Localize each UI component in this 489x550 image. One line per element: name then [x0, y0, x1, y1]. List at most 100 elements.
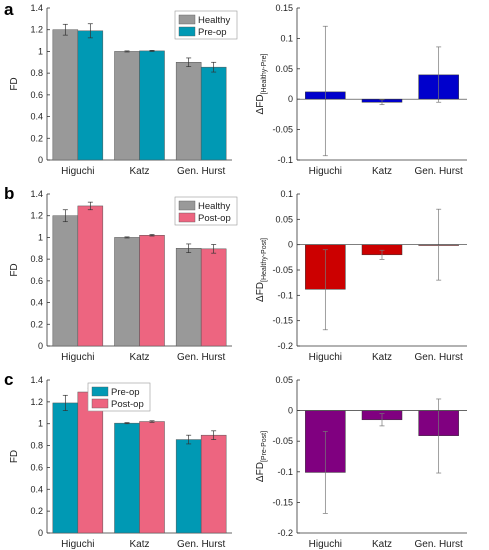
x-tick-label: Katz [372, 352, 392, 363]
y-tick-label: 1 [38, 46, 43, 56]
y-tick-label: 0.1 [280, 189, 293, 199]
y-axis-label-main: ΔFD [255, 282, 266, 302]
bar-preop-genhurst [200, 66, 227, 161]
y-tick-label: -0.15 [272, 497, 293, 507]
y-axis-label-subscript: [Healthy-Post] [261, 238, 268, 282]
y-axis-label-main: ΔFD [255, 462, 266, 482]
bar-postop-katz [139, 421, 165, 534]
bar-healthy-katz [114, 51, 140, 161]
bar-postop-genhurst [200, 434, 227, 534]
bar-postop-genhurst [200, 248, 227, 347]
bar-preop-higuchi [52, 402, 79, 534]
y-tick-label: 0.2 [30, 506, 43, 516]
x-tick-label: Katz [129, 539, 149, 550]
y-axis-label: FD [9, 450, 20, 463]
y-tick-label: 0 [38, 341, 43, 351]
y-tick-label: -0.2 [277, 341, 293, 351]
bar-healthy-katz [114, 237, 140, 347]
y-tick-label: 1.2 [30, 211, 43, 221]
legend-label: Post-op [111, 399, 144, 410]
x-tick-label: Higuchi [309, 539, 342, 550]
bar-healthy-higuchi [52, 215, 79, 347]
y-axis-label: ΔFD[Healthy-Post] [255, 238, 268, 302]
y-axis-label-subscript: [Pre-Post] [261, 431, 268, 462]
y-tick-label: 1 [38, 232, 43, 242]
y-tick-label: 0.4 [30, 484, 43, 494]
x-tick-label: Gen. Hurst [414, 166, 463, 177]
y-tick-label: 0 [288, 406, 293, 416]
x-tick-label: Gen. Hurst [177, 539, 226, 550]
bar-preop-genhurst [175, 439, 202, 534]
legend-label: Pre-op [111, 387, 140, 398]
x-tick-label: Gen. Hurst [177, 352, 226, 363]
y-tick-label: -0.2 [277, 528, 293, 538]
bar-healthy-genhurst [175, 62, 202, 161]
x-tick-label: Higuchi [309, 352, 342, 363]
legend-label: Healthy [198, 201, 230, 212]
panel-letter-c: c [4, 370, 14, 389]
y-axis-label: ΔFD[Healthy-Pre] [255, 54, 268, 115]
y-tick-label: 0 [288, 240, 293, 250]
y-tick-label: -0.1 [277, 467, 293, 477]
y-tick-label: 0.6 [30, 90, 43, 100]
legend-swatch [178, 26, 196, 37]
y-tick-label: 0.2 [30, 319, 43, 329]
legend-swatch [178, 212, 196, 223]
y-tick-label: 0.05 [275, 214, 293, 224]
x-tick-label: Katz [372, 166, 392, 177]
y-tick-label: 1.2 [30, 397, 43, 407]
bar-postop-higuchi [77, 391, 104, 534]
y-tick-label: -0.05 [272, 436, 293, 446]
y-tick-label: 0.8 [30, 68, 43, 78]
y-tick-label: 0.05 [275, 375, 293, 385]
y-tick-label: 1.4 [30, 189, 43, 199]
bar-postop-higuchi [77, 205, 104, 347]
x-tick-label: Gen. Hurst [414, 352, 463, 363]
legend-swatch [178, 200, 196, 211]
y-tick-label: 0 [38, 528, 43, 538]
x-tick-label: Katz [129, 352, 149, 363]
y-tick-label: 0.6 [30, 276, 43, 286]
x-tick-label: Gen. Hurst [177, 166, 226, 177]
x-tick-label: Katz [372, 539, 392, 550]
legend-swatch [91, 386, 109, 397]
y-tick-label: 0.05 [275, 64, 293, 74]
x-tick-label: Higuchi [61, 539, 94, 550]
legend-label: Pre-op [198, 27, 227, 38]
x-tick-label: Gen. Hurst [414, 539, 463, 550]
panel-letter-b: b [4, 184, 15, 203]
x-tick-label: Higuchi [309, 166, 342, 177]
bar-preop-higuchi [77, 30, 104, 161]
y-axis-label: FD [9, 77, 20, 90]
y-tick-label: -0.1 [277, 155, 293, 165]
y-tick-label: -0.05 [272, 125, 293, 135]
legend-swatch [178, 14, 196, 25]
x-tick-label: Higuchi [61, 352, 94, 363]
y-tick-label: 1.4 [30, 3, 43, 13]
legend-label: Post-op [198, 213, 231, 224]
y-tick-label: -0.05 [272, 265, 293, 275]
y-tick-label: 1.4 [30, 375, 43, 385]
y-tick-label: 0.8 [30, 441, 43, 451]
y-tick-label: 0 [288, 94, 293, 104]
y-tick-label: 0.2 [30, 133, 43, 143]
bar-preop-katz [139, 50, 165, 161]
bar-preop-katz [114, 422, 140, 534]
x-tick-label: Katz [129, 166, 149, 177]
panel-letter-a: a [4, 0, 14, 19]
y-axis-label-subscript: [Healthy-Pre] [261, 54, 268, 95]
y-axis-label: ΔFD[Pre-Post] [255, 431, 268, 482]
y-tick-label: 0.8 [30, 254, 43, 264]
y-tick-label: -0.15 [272, 316, 293, 326]
y-tick-label: -0.1 [277, 290, 293, 300]
y-tick-label: 0 [38, 155, 43, 165]
y-tick-label: 1.2 [30, 25, 43, 35]
bar-postop-katz [139, 235, 165, 347]
bar-healthy-higuchi [52, 29, 79, 161]
x-tick-label: Higuchi [61, 166, 94, 177]
legend-swatch [91, 398, 109, 409]
y-tick-label: 0.1 [280, 33, 293, 43]
y-tick-label: 0.4 [30, 112, 43, 122]
bar-healthy-genhurst [175, 248, 202, 347]
